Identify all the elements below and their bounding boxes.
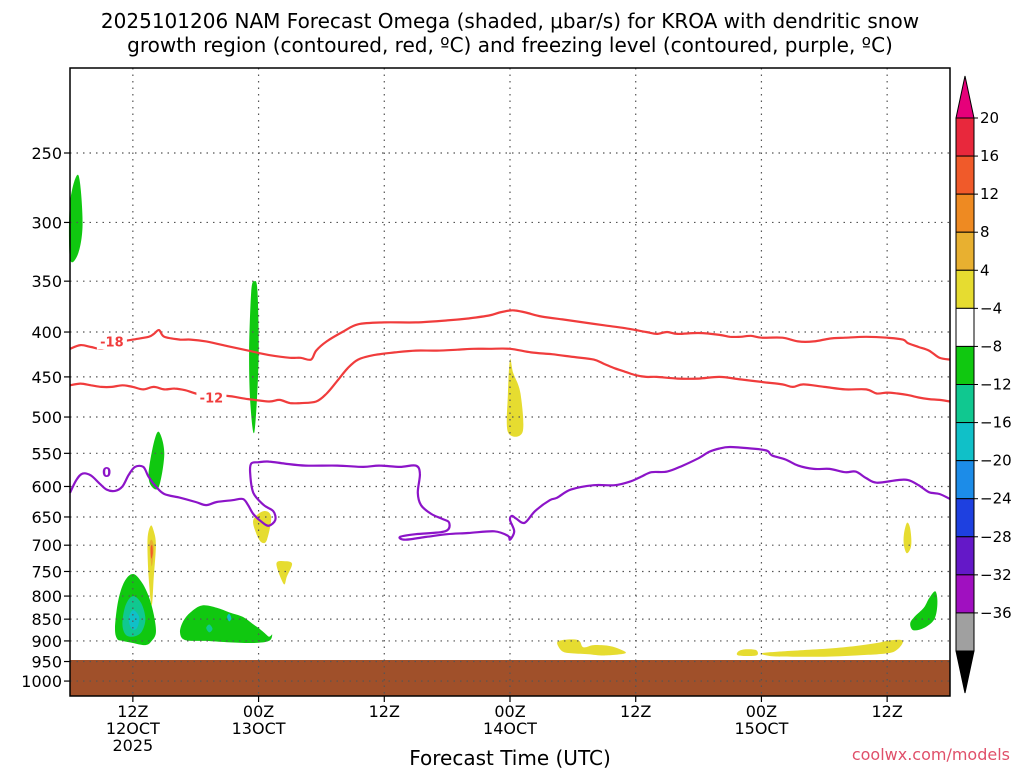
y-tick-label-p250: 250 bbox=[31, 144, 62, 163]
colorbar-swatch-2 bbox=[955, 155, 975, 195]
colorbar-label-9: −16 bbox=[980, 414, 1012, 432]
colorbar-swatch-8 bbox=[955, 384, 975, 424]
credit-text: coolwx.com/models bbox=[852, 745, 1010, 764]
y-tick-label-p750: 750 bbox=[31, 562, 62, 581]
contour-line-3 bbox=[69, 445, 951, 541]
colorbar-swatch-9 bbox=[955, 422, 975, 462]
colorbar-label-6: −4 bbox=[980, 299, 1002, 317]
omega-region-20 bbox=[903, 522, 912, 554]
y-tick-label-p300: 300 bbox=[31, 213, 62, 232]
colorbar-label-1: 20 bbox=[980, 109, 999, 127]
omega-region-15 bbox=[276, 561, 293, 585]
x-tick-label-h30-1: 12Z bbox=[369, 702, 400, 721]
colorbar-swatch-10 bbox=[955, 460, 975, 500]
colorbar-label-3: 12 bbox=[980, 185, 999, 203]
colorbar-swatch-12 bbox=[955, 536, 975, 576]
x-tick-label-h66-2: 15OCT bbox=[734, 719, 788, 738]
colorbar-bottom-arrow bbox=[955, 650, 975, 694]
omega-region-8 bbox=[206, 624, 213, 633]
omega-region-9 bbox=[227, 613, 232, 622]
x-tick-label-h66-1: 00Z bbox=[746, 702, 777, 721]
y-tick-label-p350: 350 bbox=[31, 272, 62, 291]
contour-label-3: 0 bbox=[102, 466, 111, 481]
contour-label-2: -12 bbox=[200, 391, 224, 406]
contour-label-bg-2 bbox=[196, 389, 227, 406]
y-tick-label-p900: 900 bbox=[31, 632, 62, 651]
colorbar-label-5: 4 bbox=[980, 261, 990, 279]
x-tick-label-h6-3: 2025 bbox=[112, 736, 153, 755]
omega-shading bbox=[68, 174, 938, 657]
colorbar-swatch-4 bbox=[955, 231, 975, 271]
y-tick-label-p450: 450 bbox=[31, 368, 62, 387]
chart-title-line2: growth region (contoured, red, ºC) and f… bbox=[127, 33, 893, 57]
y-tick-label-p1000: 1000 bbox=[21, 672, 62, 691]
y-tick-label-p850: 850 bbox=[31, 610, 62, 629]
omega-region-6 bbox=[128, 610, 140, 630]
colorbar-label-12: −28 bbox=[980, 528, 1012, 546]
y-tick-label-p650: 650 bbox=[31, 508, 62, 527]
contour-lines: -18 -12 0 bbox=[69, 309, 951, 541]
chart-title: 2025101206 NAM Forecast Omega (shaded, μ… bbox=[101, 9, 919, 57]
omega-region-16 bbox=[506, 358, 524, 437]
x-tick-label-h42-1: 00Z bbox=[494, 702, 525, 721]
omega-region-19 bbox=[761, 639, 904, 657]
y-tick-label-p500: 500 bbox=[31, 408, 62, 427]
chart-title-line1: 2025101206 NAM Forecast Omega (shaded, μ… bbox=[101, 9, 919, 33]
colorbar-label-10: −20 bbox=[980, 452, 1012, 470]
colorbar: 20 16 12 8 4 −4 −8 −12 −16 −20 −24 −28 −32 −36 bbox=[955, 75, 1012, 694]
contour-label-bg-3 bbox=[99, 464, 114, 481]
colorbar-label-2: 16 bbox=[980, 147, 999, 165]
colorbar-label-11: −24 bbox=[980, 490, 1012, 508]
omega-region-3 bbox=[249, 281, 259, 434]
x-tick-label-h18-1: 00Z bbox=[243, 702, 274, 721]
omega-region-17 bbox=[557, 639, 626, 656]
omega-region-2 bbox=[148, 431, 165, 490]
contour-line-2 bbox=[69, 347, 951, 405]
colorbar-label-8: −12 bbox=[980, 376, 1012, 394]
contour-label-1: -18 bbox=[100, 335, 124, 350]
x-tick-label-h42-2: 14OCT bbox=[483, 719, 537, 738]
x-tick-label-h6-1: 12Z bbox=[117, 702, 148, 721]
y-axis: 250 300 350 400 450 500 550 600 650 700 750 800 850 9… bbox=[21, 144, 70, 691]
omega-region-10 bbox=[910, 591, 938, 631]
x-tick-label-h18-2: 13OCT bbox=[232, 719, 286, 738]
ground-shading bbox=[70, 660, 950, 696]
y-tick-label-p600: 600 bbox=[31, 477, 62, 496]
colorbar-swatch-11 bbox=[955, 498, 975, 538]
colorbar-top-arrow bbox=[955, 75, 975, 119]
colorbar-swatch-7 bbox=[955, 345, 975, 385]
x-tick-label-h54-1: 12Z bbox=[620, 702, 651, 721]
omega-region-1 bbox=[68, 174, 83, 263]
colorbar-swatch-14 bbox=[955, 612, 975, 652]
y-tick-label-p950: 950 bbox=[31, 653, 62, 672]
colorbar-swatch-6 bbox=[955, 307, 975, 347]
grid-lines bbox=[70, 68, 950, 696]
omega-region-13 bbox=[150, 544, 153, 559]
y-tick-label-p800: 800 bbox=[31, 587, 62, 606]
colorbar-label-7: −8 bbox=[980, 337, 1002, 355]
y-tick-label-p700: 700 bbox=[31, 536, 62, 555]
contour-line-1 bbox=[69, 309, 951, 361]
colorbar-label-13: −32 bbox=[980, 566, 1012, 584]
colorbar-swatch-13 bbox=[955, 574, 975, 614]
colorbar-label-14: −36 bbox=[980, 604, 1012, 622]
x-tick-label-h78-1: 12Z bbox=[871, 702, 902, 721]
colorbar-label-4: 8 bbox=[980, 223, 990, 241]
colorbar-swatch-3 bbox=[955, 193, 975, 233]
y-tick-label-p550: 550 bbox=[31, 444, 62, 463]
x-axis-label: Forecast Time (UTC) bbox=[409, 746, 611, 768]
colorbar-swatch-1 bbox=[955, 117, 975, 157]
omega-region-18 bbox=[736, 649, 758, 657]
contour-label-bg-1 bbox=[96, 333, 127, 350]
colorbar-swatch-5 bbox=[955, 269, 975, 309]
omega-region-7 bbox=[179, 605, 273, 644]
x-tick-label-h6-2: 12OCT bbox=[106, 719, 160, 738]
y-tick-label-p400: 400 bbox=[31, 323, 62, 342]
